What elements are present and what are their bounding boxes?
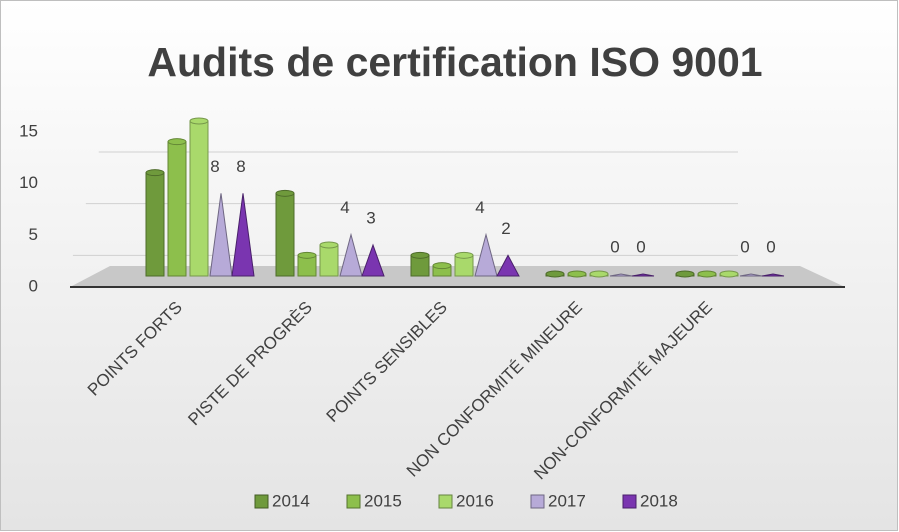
- bar-top: [319, 241, 339, 249]
- data-label: 0: [610, 237, 619, 256]
- bar: [231, 193, 255, 277]
- bar: [496, 254, 520, 277]
- bar-top: [145, 169, 165, 177]
- bar: [167, 141, 187, 277]
- y-tick-label: 15: [19, 121, 38, 140]
- legend-swatch: [438, 494, 453, 509]
- bar-top: [432, 262, 452, 270]
- legend-label: 2018: [640, 491, 678, 510]
- bar-top: [167, 138, 187, 146]
- bar-top: [589, 270, 609, 278]
- legend-label: 2016: [456, 491, 494, 510]
- bar: [275, 192, 295, 277]
- bar: [609, 273, 633, 277]
- bar-top: [297, 251, 317, 259]
- legend-swatch: [530, 494, 545, 509]
- data-label: 4: [340, 198, 349, 217]
- data-label: 8: [210, 157, 219, 176]
- bar-top: [697, 270, 717, 278]
- bar-top: [567, 270, 587, 278]
- legend-swatch: [622, 494, 637, 509]
- legend-swatch: [346, 494, 361, 509]
- bar: [189, 120, 209, 277]
- data-label: 4: [475, 198, 484, 217]
- data-label: 0: [636, 237, 645, 256]
- bar: [145, 172, 165, 277]
- bar-top: [675, 270, 695, 278]
- legend-label: 2017: [548, 491, 586, 510]
- bar: [339, 232, 363, 277]
- bar: [474, 232, 498, 277]
- legend-label: 2014: [272, 491, 310, 510]
- data-label: 0: [740, 237, 749, 256]
- y-tick-label: 0: [29, 276, 38, 295]
- floor: [70, 266, 845, 287]
- bar-top: [719, 270, 739, 278]
- data-label: 0: [766, 237, 775, 256]
- legend-swatch: [254, 494, 269, 509]
- bar: [631, 273, 655, 277]
- bar: [739, 273, 763, 277]
- bar-top: [410, 251, 430, 259]
- bar: [361, 243, 385, 277]
- legend-label: 2015: [364, 491, 402, 510]
- bar-top: [189, 117, 209, 125]
- bar: [209, 193, 233, 277]
- data-label: 3: [366, 208, 375, 227]
- bar-top: [545, 270, 565, 278]
- bar-top: [275, 189, 295, 197]
- chart-title: Audits de certification ISO 9001: [147, 39, 762, 85]
- y-tick-label: 5: [29, 225, 38, 244]
- bar: [761, 273, 785, 277]
- data-label: 2: [501, 219, 510, 238]
- y-tick-label: 10: [19, 173, 38, 192]
- bar-top: [454, 251, 474, 259]
- bar: [319, 244, 339, 277]
- data-label: 8: [236, 157, 245, 176]
